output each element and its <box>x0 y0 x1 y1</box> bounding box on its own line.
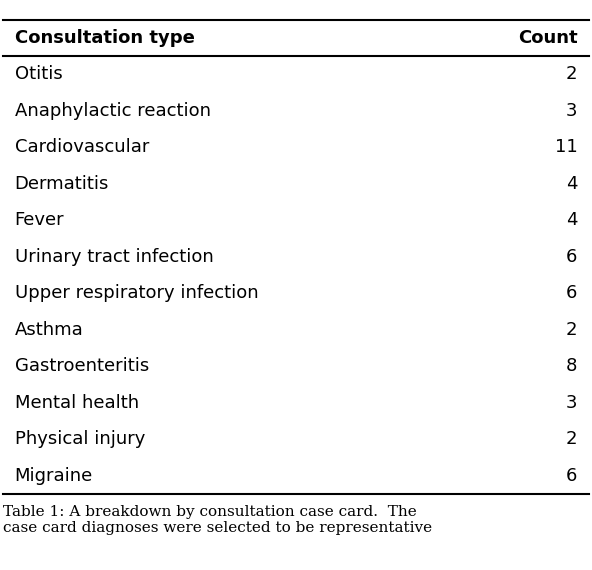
Text: Table 1: A breakdown by consultation case card.  The
case card diagnoses were se: Table 1: A breakdown by consultation cas… <box>3 505 432 535</box>
